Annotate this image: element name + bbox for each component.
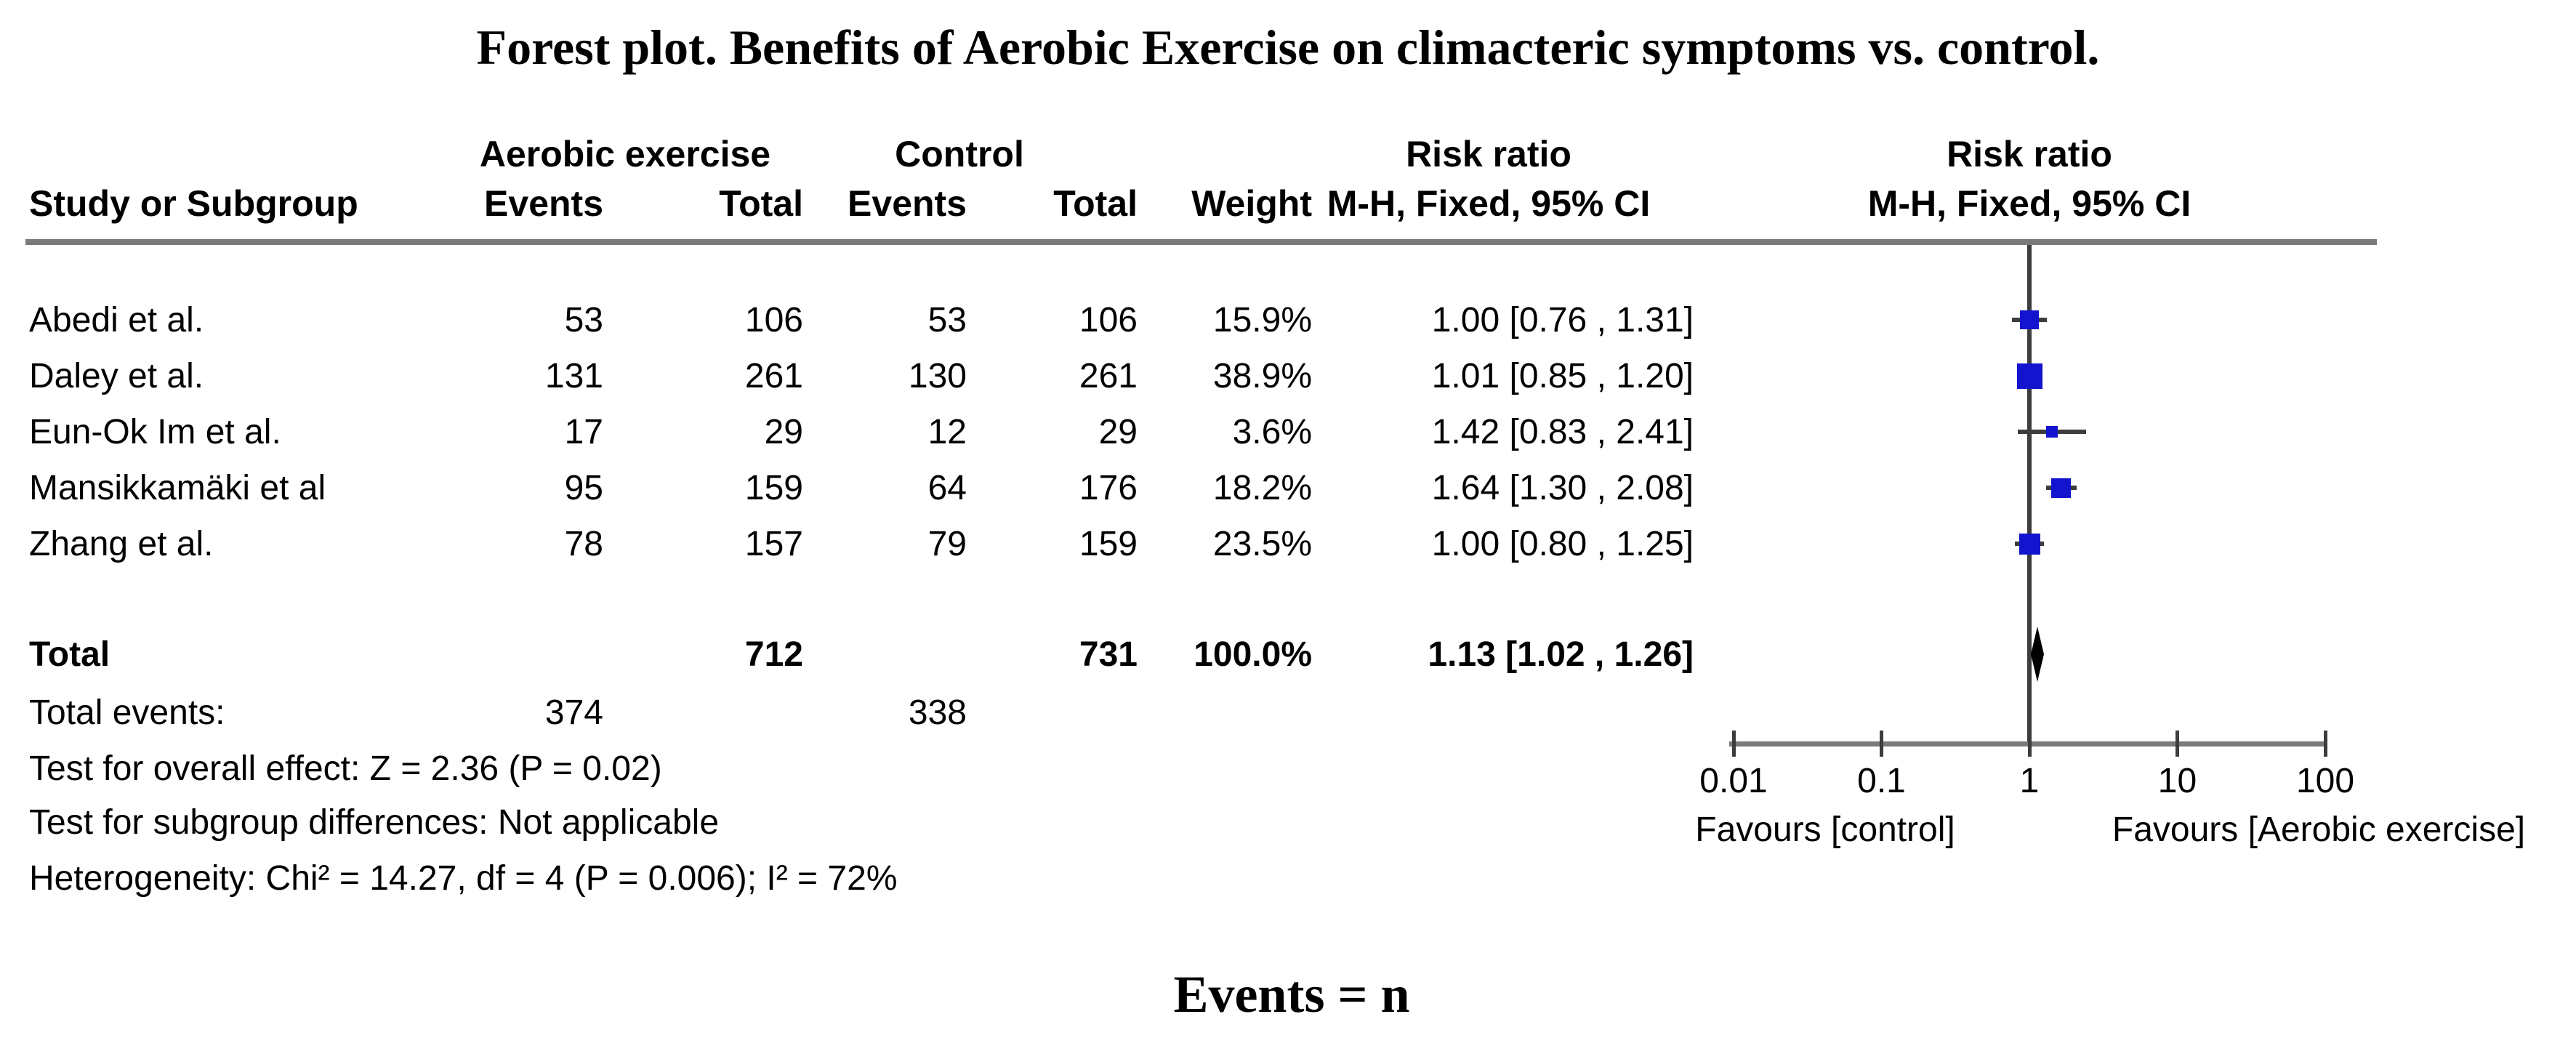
diamond-bottom-half	[2030, 654, 2044, 682]
exp-events-cell: 17	[564, 413, 603, 451]
col-header-mh-fixed-ci-plot: M-H, Fixed, 95% CI	[1867, 183, 2191, 224]
ctl-total-cell: 29	[1098, 413, 1138, 451]
total-row-exp-total: 712	[744, 635, 803, 674]
rr-ci-cell: 1.00 [0.76 , 1.31]	[1431, 301, 1694, 339]
footer-note: Events = n	[1173, 965, 1410, 1023]
ctl-events-cell: 79	[927, 525, 967, 563]
study-name: Daley et al.	[29, 357, 204, 395]
stat-overall-effect: Test for overall effect: Z = 2.36 (P = 0…	[29, 749, 662, 788]
ctl-total-cell: 106	[1079, 301, 1138, 339]
exp-events-cell: 53	[564, 301, 603, 339]
header-separator-rule	[25, 239, 2377, 245]
group-header-risk-ratio-plot: Risk ratio	[1947, 134, 2112, 174]
study-name: Eun-Ok Im et al.	[29, 413, 281, 451]
exp-total-cell: 29	[764, 413, 803, 451]
axis-tick	[2323, 731, 2327, 757]
weight-cell: 15.9%	[1212, 301, 1312, 339]
ctl-total-cell: 159	[1079, 525, 1138, 563]
axis-tick-label: 100	[2295, 762, 2355, 800]
total-events-ctl: 338	[908, 693, 967, 732]
stat-subgroup-differences: Test for subgroup differences: Not appli…	[29, 803, 720, 842]
exp-events-cell: 131	[544, 357, 603, 395]
effect-square	[2020, 310, 2039, 329]
total-events-label: Total events:	[29, 693, 225, 732]
axis-tick	[1731, 731, 1736, 757]
effect-square	[2017, 363, 2043, 389]
exp-events-cell: 95	[564, 469, 603, 507]
total-row-weight: 100.0%	[1194, 635, 1312, 674]
rr-ci-cell: 1.42 [0.83 , 2.41]	[1431, 413, 1694, 451]
axis-tick	[2175, 731, 2179, 757]
rr-ci-cell: 1.00 [0.80 , 1.25]	[1431, 525, 1694, 563]
col-header-exp-events: Events	[484, 183, 603, 224]
col-header-mh-fixed-ci-text: M-H, Fixed, 95% CI	[1327, 183, 1651, 224]
study-name: Mansikkamäki et al	[29, 469, 326, 507]
effect-square	[2051, 478, 2072, 498]
ctl-total-cell: 261	[1079, 357, 1138, 395]
diamond-top-half	[2030, 627, 2044, 654]
figure-title: Forest plot. Benefits of Aerobic Exercis…	[476, 20, 2100, 75]
weight-cell: 18.2%	[1212, 469, 1312, 507]
stat-heterogeneity: Heterogeneity: Chi² = 14.27, df = 4 (P =…	[29, 859, 898, 898]
exp-events-cell: 78	[564, 525, 603, 563]
total-events-exp: 374	[544, 693, 603, 732]
ctl-events-cell: 53	[927, 301, 967, 339]
ctl-events-cell: 64	[927, 469, 967, 507]
axis-tick	[1880, 731, 1883, 757]
study-name: Abedi et al.	[29, 301, 204, 339]
col-header-exp-total: Total	[719, 183, 803, 224]
exp-total-cell: 261	[744, 357, 803, 395]
total-row-ctl-total: 731	[1079, 635, 1138, 674]
ctl-total-cell: 176	[1079, 469, 1138, 507]
exp-total-cell: 106	[744, 301, 803, 339]
weight-cell: 3.6%	[1232, 413, 1312, 451]
rr-ci-cell: 1.64 [1.30 , 2.08]	[1431, 469, 1694, 507]
effect-square	[2046, 426, 2058, 438]
axis-tick-label: 0.1	[1857, 762, 1906, 800]
col-header-ctl-events: Events	[848, 183, 967, 224]
exp-total-cell: 157	[744, 525, 803, 563]
group-header-aerobic-exercise: Aerobic exercise	[479, 134, 771, 174]
axis-tick-label: 1	[2019, 762, 2040, 800]
axis-tick-label: 0.01	[1699, 762, 1768, 800]
effect-square	[2018, 534, 2040, 555]
col-header-ctl-total: Total	[1053, 183, 1138, 224]
exp-total-cell: 159	[744, 469, 803, 507]
favours-right-label: Favours [Aerobic exercise]	[2112, 810, 2526, 849]
ctl-events-cell: 12	[927, 413, 967, 451]
col-header-weight: Weight	[1191, 183, 1312, 224]
rr-ci-cell: 1.01 [0.85 , 1.20]	[1431, 357, 1694, 395]
ctl-events-cell: 130	[908, 357, 967, 395]
axis-tick-label: 10	[2157, 762, 2197, 800]
no-effect-line	[2027, 245, 2032, 744]
study-name: Zhang et al.	[29, 525, 214, 563]
col-header-study: Study or Subgroup	[29, 183, 358, 224]
total-row-label: Total	[29, 635, 110, 674]
group-header-control: Control	[895, 134, 1024, 174]
favours-left-label: Favours [control]	[1695, 810, 1955, 849]
group-header-risk-ratio-text: Risk ratio	[1406, 134, 1571, 174]
axis-tick	[2027, 731, 2032, 757]
weight-cell: 23.5%	[1212, 525, 1312, 563]
weight-cell: 38.9%	[1212, 357, 1312, 395]
total-row-rr-ci: 1.13 [1.02 , 1.26]	[1428, 635, 1694, 674]
